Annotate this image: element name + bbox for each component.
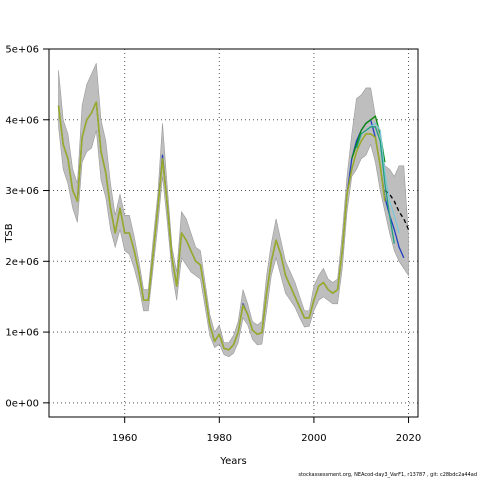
y-tick-label: 1e+06 [5, 328, 39, 339]
x-axis: 1960 1980 2000 2020 [112, 417, 421, 444]
y-tick-label: 5e+06 [5, 45, 39, 56]
series-line-5 [57, 101, 386, 351]
series-line-2 [351, 115, 386, 163]
y-tick-label: 3e+06 [5, 186, 39, 197]
plot-frame [48, 48, 419, 418]
y-tick-label: 0e+00 [5, 398, 39, 409]
y-tick-label: 2e+06 [5, 257, 39, 268]
y-axis-title: TSB [4, 223, 15, 243]
footer-credit: stockassessment.org, NEAcod-day3_VarF1, … [298, 472, 477, 478]
x-tick-label: 2000 [301, 433, 326, 444]
x-tick-label: 1960 [112, 433, 137, 444]
x-tick-label: 2020 [396, 433, 421, 444]
x-tick-label: 1980 [207, 433, 232, 444]
series-line-4 [355, 126, 395, 244]
series-lines [57, 101, 410, 351]
x-axis-title: Years [219, 456, 246, 467]
series-line-0 [384, 189, 410, 230]
y-tick-label: 4e+06 [5, 115, 39, 126]
y-axis: 0e+00 1e+06 2e+06 3e+06 4e+06 5e+06 [5, 45, 49, 409]
